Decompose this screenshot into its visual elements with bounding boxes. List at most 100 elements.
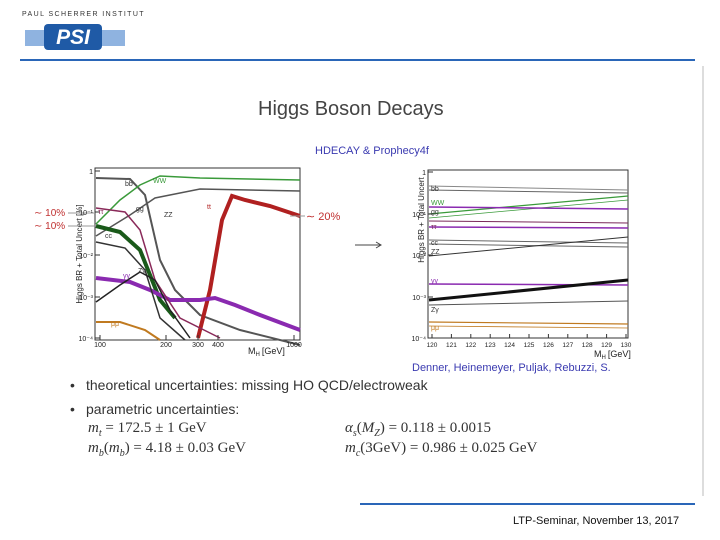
curve-label: WW xyxy=(153,178,167,185)
y-tick-label: 10⁻⁴ xyxy=(412,336,427,343)
left-plot: Higgs BR + Total Uncert [%] MH [GeV] 1 10⁻… xyxy=(34,167,341,358)
y-tick-label: 10⁻⁴ xyxy=(79,336,94,343)
curve-label: ττ xyxy=(98,209,104,216)
curve xyxy=(428,206,629,210)
equation-part: b xyxy=(119,448,125,459)
y-tick-label: 1 xyxy=(422,170,426,177)
curve-label: cc xyxy=(105,233,113,240)
curve-label: WW xyxy=(431,200,445,207)
equation-part: ) = 0.118 ± 0.0015 xyxy=(379,420,491,436)
plot-frame xyxy=(94,167,301,341)
x-label-symbol: M xyxy=(594,349,602,359)
x-tick-label: 100 xyxy=(94,342,106,349)
curve xyxy=(95,177,301,346)
x-tick-label: 200 xyxy=(160,342,172,349)
curve xyxy=(428,325,629,329)
equation-part: m xyxy=(108,440,120,456)
curve xyxy=(196,193,301,339)
annotation: ∼ 10% xyxy=(34,221,65,232)
equation: αs(MZ) = 0.118 ± 0.0015 xyxy=(345,420,491,439)
x-label-sub: H xyxy=(256,352,260,358)
curve-label: tt xyxy=(207,204,211,211)
curve-label: Zγ xyxy=(138,268,146,275)
x-label-unit: [GeV] xyxy=(262,346,285,356)
right-plot: Higgs BR + Total Uncert MH [GeV] 1 10⁻¹ 10⁻… xyxy=(412,169,632,361)
x-label-sub: H xyxy=(602,355,606,361)
logo-text: PSI xyxy=(56,26,91,49)
annotation: ∼ 10% xyxy=(34,208,65,219)
x-tick-label: 128 xyxy=(582,342,593,349)
curve-label: Zγ xyxy=(431,307,439,314)
transition-arrow-head xyxy=(375,241,382,249)
equation-part: M xyxy=(361,420,375,436)
x-axis-label: MH [GeV] xyxy=(594,349,631,361)
equation-part: ( xyxy=(103,440,109,456)
curve-label: bb xyxy=(431,186,439,193)
curve xyxy=(95,241,186,341)
logo-shape xyxy=(95,30,125,46)
curve xyxy=(95,276,301,332)
institute-name: PAUL SCHERRER INSTITUT xyxy=(22,11,145,18)
equation-part: = 172.5 ± 1 GeV xyxy=(101,420,207,436)
equation-part: c xyxy=(355,448,361,459)
equation-part: (3GeV) = 0.986 ± 0.025 GeV xyxy=(360,440,538,456)
curve xyxy=(96,321,161,341)
curve xyxy=(428,185,629,191)
curve-label: ZZ xyxy=(164,212,173,219)
x-tick-label: 129 xyxy=(601,342,612,349)
curve xyxy=(428,189,629,194)
equation: mb(mb) = 4.18 ± 0.03 GeV xyxy=(88,440,246,459)
y-tick-label: 10⁻³ xyxy=(79,295,93,302)
curve xyxy=(95,207,221,339)
y-tick-label: 10⁻¹ xyxy=(412,212,426,219)
curve-label: ττ xyxy=(431,224,437,231)
x-tick-label: 121 xyxy=(446,342,457,349)
curve xyxy=(428,226,629,229)
x-label-symbol: M xyxy=(248,346,256,356)
curve-label: ZZ xyxy=(431,249,440,256)
bullet: theoretical uncertainties: missing HO QC… xyxy=(70,377,428,393)
curve xyxy=(428,243,629,248)
equation-part: m xyxy=(345,440,356,456)
logo-box xyxy=(44,24,102,50)
y-tick-label: 10⁻³ xyxy=(412,295,426,302)
equation-part: ( xyxy=(356,420,362,436)
curve-label: γγ xyxy=(123,273,131,280)
curve-label: μμ xyxy=(431,325,439,332)
x-tick-label: 125 xyxy=(524,342,535,349)
equation-part: m xyxy=(88,440,99,456)
curve xyxy=(428,195,629,215)
y-tick-label: 10⁻² xyxy=(412,253,426,260)
x-tick-label: 124 xyxy=(504,342,515,349)
curve xyxy=(95,271,191,339)
curve-label: gg xyxy=(136,206,144,213)
slide-title: Higgs Boson Decays xyxy=(258,98,444,120)
curve xyxy=(95,188,301,237)
credit: Denner, Heinemeyer, Puljak, Rebuzzi, S. xyxy=(412,362,611,374)
curve-label: cc xyxy=(431,240,439,247)
curve-label: bb xyxy=(125,181,133,188)
x-tick-label: 300 xyxy=(192,342,204,349)
curve xyxy=(428,220,629,224)
x-axis-label: MH [GeV] xyxy=(248,346,285,358)
curve-label: μμ xyxy=(111,321,119,328)
curve xyxy=(95,175,301,225)
bullet: parametric uncertainties: xyxy=(70,401,239,417)
equation-part: m xyxy=(88,420,99,436)
curve xyxy=(428,236,629,257)
x-tick-label: 127 xyxy=(562,342,573,349)
subtitle: HDECAY & Prophecy4f xyxy=(315,145,429,157)
x-tick-label: 120 xyxy=(427,342,438,349)
x-tick-label: 123 xyxy=(485,342,496,349)
x-tick-label: 122 xyxy=(465,342,476,349)
curve xyxy=(428,321,629,325)
equation-part: Z xyxy=(374,428,380,439)
x-label-unit: [GeV] xyxy=(608,349,631,359)
curves xyxy=(428,185,629,329)
equation-part: t xyxy=(98,428,102,439)
equation-part: ) = 4.18 ± 0.03 GeV xyxy=(124,440,246,456)
y-tick-label: 1 xyxy=(89,169,93,176)
curves xyxy=(95,175,301,346)
